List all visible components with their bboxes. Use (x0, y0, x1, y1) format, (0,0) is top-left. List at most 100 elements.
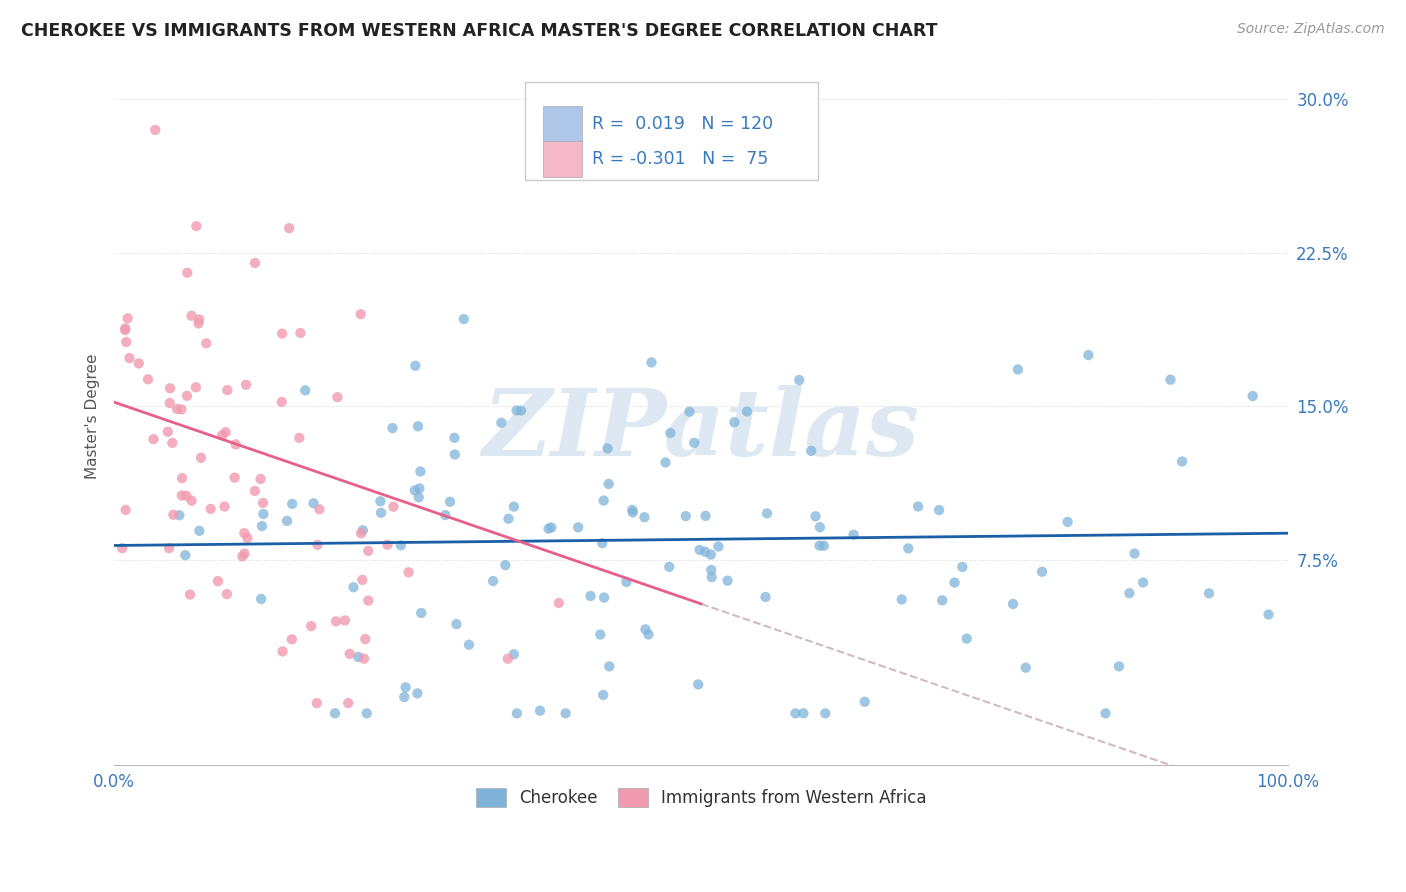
Point (700, 563, 723, 577)
Point (446, 617, 468, 632)
Point (1056, 515, 1078, 529)
Point (195, 336, 218, 351)
Point (389, 538, 412, 552)
Point (225, 437, 247, 451)
Point (1118, 586, 1140, 600)
Point (307, 538, 329, 552)
Point (411, 606, 433, 620)
Point (637, 627, 659, 641)
Point (897, 541, 920, 556)
Point (302, 496, 325, 510)
Point (114, 321, 136, 335)
Point (288, 431, 311, 445)
Point (616, 574, 638, 589)
FancyBboxPatch shape (543, 106, 582, 143)
Point (434, 508, 457, 522)
Point (142, 432, 165, 446)
Point (408, 491, 430, 505)
Point (162, 508, 184, 522)
Point (323, 706, 346, 721)
Point (785, 706, 807, 721)
Point (804, 509, 827, 524)
Point (179, 588, 201, 602)
Point (482, 574, 505, 588)
Point (342, 580, 364, 594)
Point (502, 500, 524, 514)
Point (353, 651, 375, 665)
Point (1094, 706, 1116, 721)
Point (633, 510, 655, 524)
Point (814, 706, 837, 721)
Text: R = -0.301   N =  75: R = -0.301 N = 75 (592, 150, 768, 168)
Point (554, 706, 576, 721)
Point (808, 520, 831, 534)
Point (537, 522, 560, 536)
Point (166, 401, 188, 416)
Point (529, 704, 551, 718)
FancyBboxPatch shape (543, 141, 582, 178)
Point (593, 591, 616, 605)
Point (654, 455, 676, 469)
Y-axis label: Master's Degree: Master's Degree (86, 354, 100, 479)
Point (114, 503, 136, 517)
Point (236, 531, 259, 545)
Point (356, 706, 378, 721)
Point (683, 435, 706, 450)
Point (1198, 586, 1220, 600)
Point (756, 507, 779, 521)
Point (943, 575, 966, 590)
Point (281, 497, 304, 511)
Point (243, 483, 266, 498)
Point (252, 507, 274, 521)
Point (498, 511, 520, 525)
Point (188, 312, 211, 326)
Point (215, 425, 238, 440)
Text: Source: ZipAtlas.com: Source: ZipAtlas.com (1237, 22, 1385, 37)
Point (1002, 597, 1025, 611)
Point (250, 592, 273, 607)
Point (1123, 547, 1146, 561)
Point (200, 502, 222, 516)
Point (409, 465, 432, 479)
Point (792, 706, 814, 721)
Point (333, 614, 356, 628)
Point (180, 309, 202, 323)
Point (207, 574, 229, 589)
Point (458, 638, 481, 652)
Point (547, 596, 569, 610)
Point (357, 593, 380, 607)
Point (169, 508, 191, 523)
Point (176, 489, 198, 503)
Point (928, 503, 950, 517)
Point (278, 221, 301, 235)
Point (1241, 389, 1264, 403)
Point (217, 383, 239, 397)
Point (249, 472, 271, 486)
Point (347, 649, 370, 664)
Point (370, 494, 392, 508)
Point (695, 545, 717, 559)
Point (956, 632, 979, 646)
Point (156, 425, 179, 439)
Text: R =  0.019   N = 120: R = 0.019 N = 120 (592, 115, 773, 133)
Point (787, 373, 810, 387)
Point (270, 395, 292, 409)
Point (176, 266, 198, 280)
Point (1257, 607, 1279, 622)
Point (180, 493, 202, 508)
Point (337, 696, 360, 710)
Point (1132, 575, 1154, 590)
Point (567, 520, 589, 534)
Point (170, 402, 193, 417)
Point (350, 307, 373, 321)
Point (235, 377, 257, 392)
Point (382, 500, 405, 514)
Point (159, 381, 181, 395)
Point (640, 355, 662, 369)
Point (159, 396, 181, 410)
Point (502, 648, 524, 662)
Point (592, 688, 614, 702)
Point (190, 450, 212, 465)
Point (598, 477, 620, 491)
Point (890, 592, 912, 607)
